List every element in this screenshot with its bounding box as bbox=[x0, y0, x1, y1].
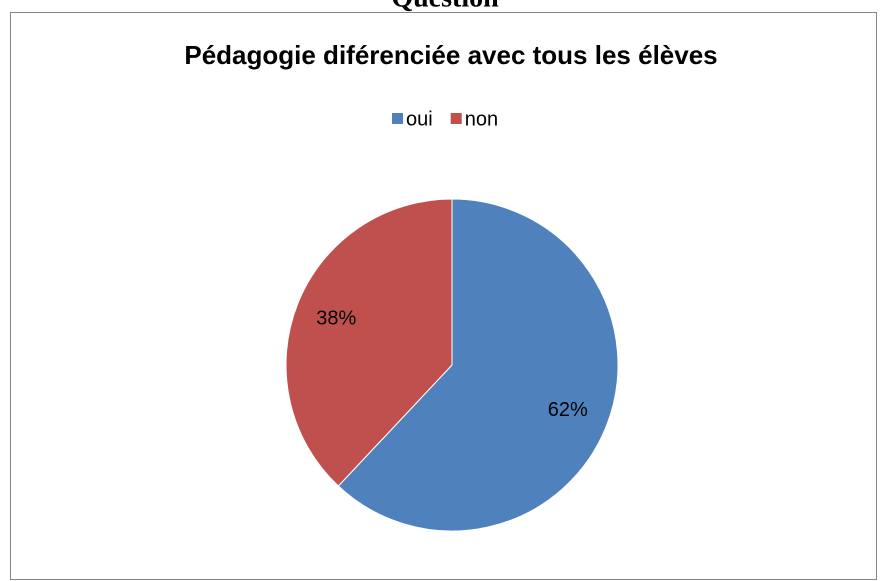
chart-title: Pédagogie diférenciée avec tous les élèv… bbox=[184, 40, 717, 70]
pie-slice bbox=[337, 198, 619, 532]
legend-swatch bbox=[450, 113, 462, 124]
legend-label: non bbox=[465, 108, 498, 130]
heading: Question bbox=[391, 0, 499, 13]
legend: oui non bbox=[392, 108, 498, 130]
legend-swatch bbox=[392, 113, 403, 124]
data-label: 38% bbox=[316, 307, 356, 329]
pie: 62% 38% bbox=[285, 198, 619, 532]
pie-slice bbox=[285, 198, 453, 487]
data-label: 62% bbox=[548, 399, 588, 421]
legend-label: oui bbox=[406, 108, 433, 130]
